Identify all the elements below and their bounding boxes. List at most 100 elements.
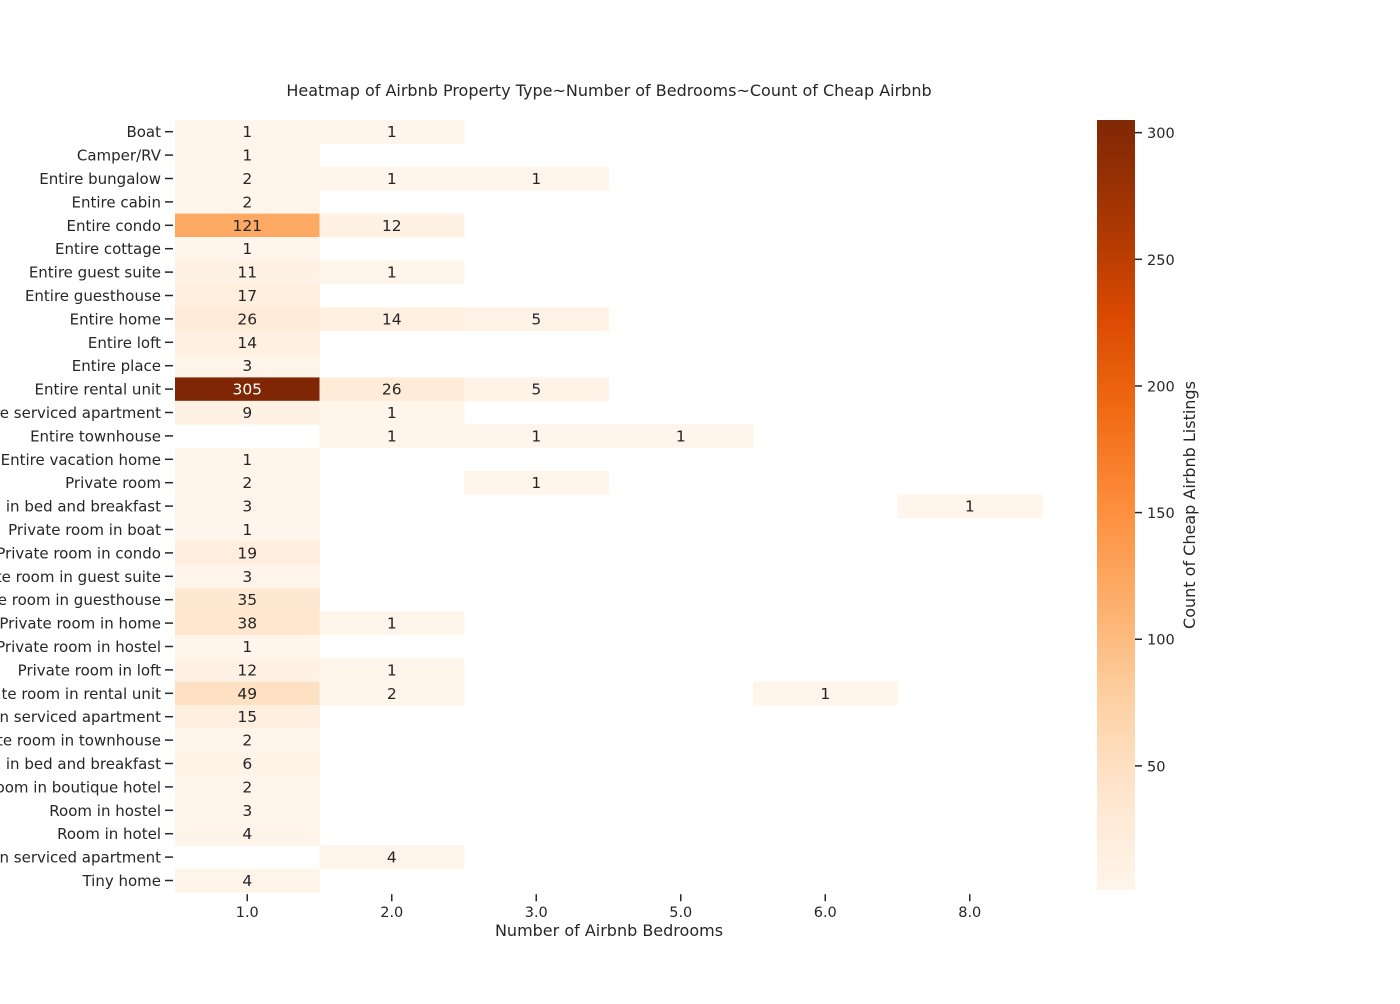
cell-value-label: 26 — [382, 381, 402, 399]
heatmap-cell — [464, 166, 609, 191]
heatmap-cell — [319, 377, 465, 402]
y-tick-label: Private room in rental unit — [0, 685, 161, 703]
cell-value-label: 3 — [242, 568, 252, 586]
cell-value-label: 1 — [242, 451, 252, 469]
y-tick-label: Private room in guest suite — [0, 568, 161, 586]
heatmap-cell — [175, 471, 320, 495]
cell-value-label: 1 — [531, 427, 541, 445]
colorbar-label: Count of Cheap Airbnb Listings — [1180, 381, 1199, 629]
y-tick-label: Entire guest suite — [29, 264, 161, 282]
heatmap-cell — [175, 681, 320, 706]
cell-value-label: 5 — [531, 310, 541, 328]
heatmap-cell — [175, 728, 320, 753]
cell-value-label: 1 — [531, 474, 541, 492]
y-tick-label: Private room in condo — [0, 544, 161, 562]
y-tick-label: Private room in serviced apartment — [0, 708, 161, 726]
cell-value-label: 14 — [382, 310, 402, 328]
heatmap-cell — [175, 330, 320, 355]
cell-value-label: 6 — [242, 755, 252, 773]
y-tick-label: Entire bungalow — [39, 170, 161, 188]
cell-value-label: 14 — [237, 334, 257, 352]
y-tick-label: Entire place — [72, 357, 161, 375]
cell-value-label: 5 — [531, 381, 541, 399]
heatmap-cell — [175, 307, 320, 332]
y-tick-label: Private room in guesthouse — [0, 591, 161, 609]
cell-value-label: 305 — [232, 381, 262, 399]
y-tick-label: Private room in home — [0, 615, 161, 633]
heatmap-cell — [319, 424, 465, 449]
heatmap-cell — [175, 260, 320, 285]
heatmap-cell — [175, 494, 320, 519]
cell-value-label: 1 — [242, 521, 252, 539]
cell-value-label: 1 — [242, 240, 252, 258]
heatmap-cell — [175, 798, 320, 823]
colorbar-tick-label: 150 — [1147, 506, 1175, 522]
colorbar-tick-label: 50 — [1147, 759, 1165, 775]
cell-value-label: 3 — [242, 498, 252, 516]
cell-value-label: 1 — [387, 123, 397, 141]
y-tick-label: Tiny home — [81, 872, 161, 890]
y-tick-label: Room in hostel — [49, 802, 161, 820]
cell-value-label: 2 — [242, 778, 252, 796]
y-tick-label: Room in serviced apartment — [0, 849, 161, 867]
cell-value-label: 19 — [237, 544, 257, 562]
heatmap-cell — [175, 143, 320, 168]
cell-value-label: 1 — [387, 615, 397, 633]
y-tick-label: Entire home — [70, 310, 161, 328]
heatmap-cell — [175, 775, 320, 800]
cell-value-label: 3 — [242, 357, 252, 375]
cell-value-label: 2 — [242, 732, 252, 750]
colorbar-tick-label: 100 — [1147, 633, 1175, 649]
cell-value-label: 38 — [237, 615, 257, 633]
colorbar-tick-label: 250 — [1147, 253, 1175, 269]
cell-value-label: 4 — [242, 872, 252, 890]
colorbar-tick-label: 200 — [1147, 379, 1175, 395]
y-tick-label: Entire townhouse — [30, 427, 161, 445]
heatmap-cell — [175, 868, 320, 893]
y-tick-label: Room in boutique hotel — [0, 778, 161, 796]
x-tick-label: 8.0 — [958, 905, 981, 921]
x-tick-label: 5.0 — [669, 905, 692, 921]
heatmap-cell — [175, 588, 320, 612]
heatmap-cell — [175, 658, 320, 683]
colorbar — [1097, 120, 1135, 890]
cell-value-label: 1 — [676, 427, 686, 445]
cell-value-label: 121 — [232, 217, 262, 235]
heatmap-cell — [175, 190, 320, 215]
heatmap-cell — [175, 120, 320, 144]
heatmap-cell — [175, 447, 320, 472]
y-tick-label: Entire guesthouse — [25, 287, 161, 305]
colorbar-tick-label: 300 — [1147, 126, 1175, 142]
heatmap-cell — [319, 260, 465, 285]
heatmap-cell — [319, 611, 465, 636]
heatmap-cell — [175, 822, 320, 846]
x-axis-label: Number of Airbnb Bedrooms — [495, 921, 723, 940]
heatmap-cell — [175, 213, 320, 238]
cell-value-label: 1 — [965, 498, 975, 516]
heatmap-cell — [175, 705, 320, 729]
y-tick-label: Private room in townhouse — [0, 732, 161, 750]
cell-value-label: 1 — [387, 427, 397, 445]
y-tick-label: Camper/RV — [77, 147, 162, 165]
y-tick-label: Boat — [126, 123, 161, 141]
heatmap-cell — [175, 166, 320, 191]
heatmap-cell — [319, 213, 465, 238]
heatmap-cell — [319, 845, 465, 870]
cell-value-label: 1 — [387, 404, 397, 422]
cell-value-label: 1 — [820, 685, 830, 703]
x-tick-label: 6.0 — [814, 905, 837, 921]
cell-value-label: 4 — [242, 825, 252, 843]
y-tick-label: Entire cabin — [71, 193, 161, 211]
chart-title: Heatmap of Airbnb Property Type~Number o… — [286, 81, 931, 100]
y-tick-label: Entire vacation home — [1, 451, 161, 469]
cell-value-label: 3 — [242, 802, 252, 820]
heatmap-cell — [319, 681, 465, 706]
y-tick-label: Entire cottage — [55, 240, 161, 258]
y-tick-label: Private room in loft — [18, 661, 161, 679]
heatmap-cell — [175, 611, 320, 636]
cell-value-label: 1 — [531, 170, 541, 188]
cell-value-label: 1 — [387, 170, 397, 188]
heatmap-cell — [175, 751, 320, 776]
cell-value-label: 2 — [242, 193, 252, 211]
